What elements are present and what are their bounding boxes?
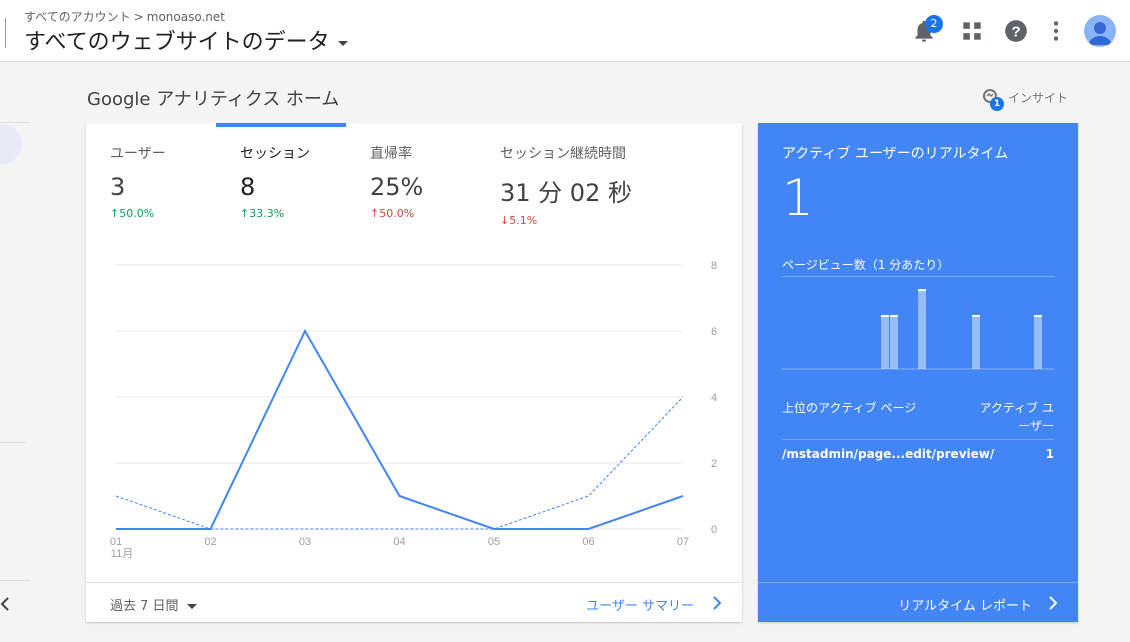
metric-bounce-rate[interactable]: 直帰率 25% ↑50.0% — [370, 143, 423, 220]
collapse-chevron-icon[interactable] — [0, 596, 10, 612]
date-range-dropdown[interactable]: 過去 7 日間 — [110, 595, 197, 614]
chevron-right-icon[interactable] — [1048, 595, 1058, 611]
svg-text:?: ? — [1011, 23, 1020, 40]
breadcrumb[interactable]: すべてのアカウント > monoaso.net — [24, 8, 225, 25]
pageview-bar — [972, 317, 980, 369]
top-pages-header: 上位のアクティブ ページ — [782, 401, 917, 415]
metric-sessions[interactable]: セッション 8 ↑33.3% — [240, 143, 310, 220]
metric-users[interactable]: ユーザー 3 ↑50.0% — [110, 143, 166, 220]
pageview-bar-cap — [1034, 315, 1042, 317]
breadcrumb-account[interactable]: すべてのアカウント — [24, 10, 131, 24]
pageview-bar — [1034, 317, 1042, 369]
realtime-title: アクティブ ユーザーのリアルタイム — [782, 146, 1009, 162]
date-range-label: 過去 7 日間 — [110, 599, 179, 614]
view-title: すべてのウェブサイトのデータ — [24, 30, 330, 55]
insight-label[interactable]: インサイト — [1008, 91, 1069, 105]
x-tick-label: 05 — [488, 536, 500, 548]
breadcrumb-property[interactable]: monoaso.net — [146, 10, 225, 24]
view-selector[interactable]: すべてのウェブサイトのデータ — [24, 24, 348, 56]
rail-divider — [0, 442, 26, 443]
sessions-series-line — [116, 328, 684, 530]
notification-badge: 2 — [925, 15, 943, 33]
metric-label: 直帰率 — [370, 146, 412, 162]
user-summary-link[interactable]: ユーザー サマリー — [586, 599, 694, 614]
y-tick-label: 4 — [711, 392, 717, 404]
x-tick-label: 04 — [393, 536, 405, 548]
metric-change: ↓5.1% — [500, 214, 538, 227]
caret-down-icon — [337, 40, 348, 46]
pageview-bar-cap — [918, 289, 926, 291]
avatar[interactable] — [1084, 15, 1116, 47]
page-title: Google アナリティクス ホーム — [87, 89, 340, 110]
metric-change: ↑50.0% — [110, 207, 155, 220]
rail-divider — [0, 122, 30, 123]
y-tick-label: 8 — [711, 260, 717, 272]
top-page-path[interactable]: /mstadmin/page...edit/preview/ — [782, 447, 995, 461]
y-tick-label: 6 — [711, 326, 717, 338]
top-bar: すべてのアカウント > monoaso.net すべてのウェブサイトのデータ 2 ? — [0, 0, 1130, 62]
pageview-bar — [918, 291, 926, 369]
pageview-bar-cap — [972, 315, 980, 317]
caret-down-icon — [186, 604, 197, 609]
metric-session-duration[interactable]: セッション継続時間 31 分 02 秒 ↓5.1% — [500, 143, 632, 227]
comparison-series-line — [115, 396, 684, 530]
active-metric-indicator — [216, 123, 346, 127]
y-tick-label: 0 — [711, 524, 717, 536]
pageview-bar — [890, 317, 898, 369]
audience-card: ユーザー 3 ↑50.0% セッション 8 ↑33.3% 直帰率 25% ↑50… — [86, 123, 742, 622]
pageview-bar-cap — [890, 315, 898, 317]
card-footer: 過去 7 日間 ユーザー サマリー — [86, 582, 742, 623]
divider — [782, 439, 1054, 440]
metric-value: 3 — [110, 173, 126, 201]
metric-value: 31 分 02 秒 — [500, 179, 632, 207]
chevron-right-icon[interactable] — [712, 595, 722, 611]
metric-label: セッション — [240, 146, 310, 162]
metric-change: ↑50.0% — [370, 207, 415, 220]
x-tick-label: 07 — [677, 536, 689, 548]
insight-badge: 1 — [990, 97, 1004, 111]
x-month-label: 11月 — [111, 548, 133, 560]
apps-grid-icon[interactable] — [959, 18, 985, 44]
help-icon[interactable]: ? — [1003, 18, 1029, 44]
metric-value: 8 — [240, 173, 256, 201]
top-page-users: 1 — [1045, 447, 1054, 461]
person-icon — [1088, 22, 1112, 45]
breadcrumb-separator: > — [133, 10, 144, 24]
pageview-bar — [881, 317, 889, 369]
y-tick-label: 2 — [711, 458, 717, 470]
metric-value: 25% — [370, 173, 424, 201]
active-users-header: アクティブ ユーザー — [979, 401, 1055, 433]
x-tick-label: 02 — [204, 536, 216, 548]
sessions-line-chart[interactable]: 8 6 4 2 0 01 02 03 04 05 06 07 11月 — [86, 253, 742, 563]
rail-divider — [0, 580, 30, 581]
metric-label: セッション継続時間 — [500, 146, 626, 162]
pageviews-label: ページビュー数（1 分あたり） — [782, 258, 950, 272]
pageview-bar-cap — [881, 315, 889, 317]
realtime-footer: リアルタイム レポート — [758, 582, 1078, 623]
more-vert-icon[interactable] — [1043, 18, 1069, 44]
metric-label: ユーザー — [110, 146, 166, 162]
x-tick-label: 03 — [299, 536, 311, 548]
realtime-report-link[interactable]: リアルタイム レポート — [898, 599, 1032, 614]
divider — [5, 18, 6, 48]
realtime-active-users: 1 — [782, 169, 814, 227]
realtime-card: アクティブ ユーザーのリアルタイム 1 ページビュー数（1 分あたり） 上位のア… — [758, 123, 1078, 622]
rail-selected-indicator[interactable] — [0, 124, 22, 164]
pageviews-per-minute-chart — [782, 289, 1054, 370]
metric-change: ↑33.3% — [240, 207, 285, 220]
divider — [782, 276, 1054, 277]
x-tick-label: 06 — [582, 536, 594, 548]
x-tick-label: 01 — [110, 536, 122, 548]
